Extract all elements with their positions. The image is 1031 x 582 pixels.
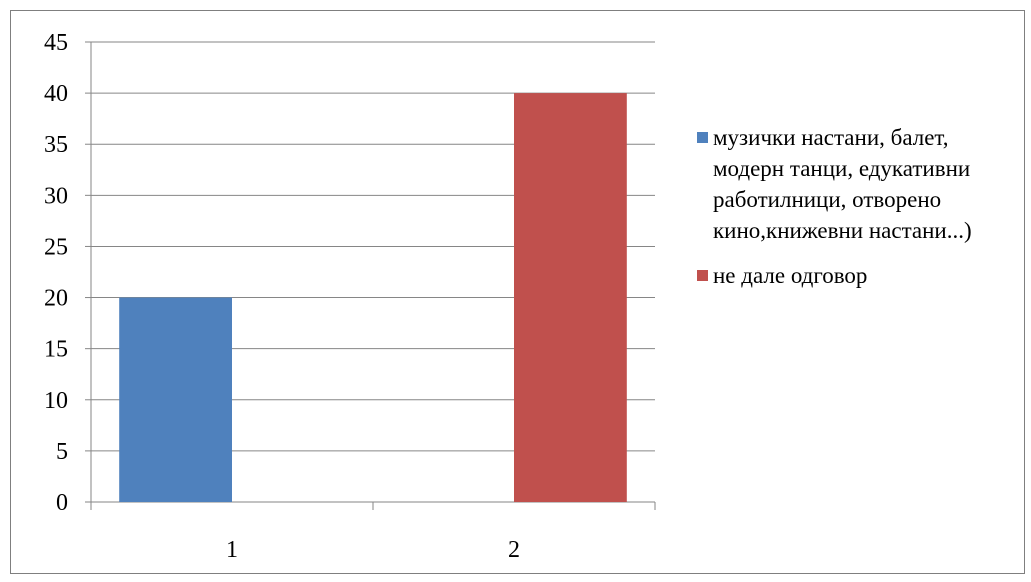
bar-series-2-category-2: [514, 93, 627, 502]
legend-item-music-events: музички настани, балет, модерн танци, ед…: [697, 122, 1022, 246]
y-tick-label-45: 45: [44, 30, 68, 56]
bar-series-1-category-1: [119, 297, 232, 502]
y-tick-label-30: 30: [44, 183, 68, 209]
legend-label-no-answer: не дале одговор: [713, 263, 868, 288]
y-tick-label-25: 25: [44, 234, 68, 260]
y-tick-label-0: 0: [56, 490, 68, 516]
y-tick-label-5: 5: [56, 439, 68, 465]
y-tick-label-15: 15: [44, 337, 68, 363]
y-tick-label-35: 35: [44, 132, 68, 158]
y-tick-label-20: 20: [44, 286, 68, 312]
y-tick-label-10: 10: [44, 388, 68, 414]
x-tick-label-1: 1: [226, 537, 238, 563]
legend-label-music-events: музички настани, балет, модерн танци, ед…: [713, 125, 972, 243]
legend-item-no-answer: не дале одговор: [697, 260, 1022, 291]
y-tick-label-40: 40: [44, 81, 68, 107]
legend-swatch-blue: [697, 132, 708, 143]
x-tick-label-2: 2: [508, 537, 520, 563]
legend-swatch-red: [697, 270, 708, 281]
legend: музички настани, балет, модерн танци, ед…: [697, 122, 1022, 305]
